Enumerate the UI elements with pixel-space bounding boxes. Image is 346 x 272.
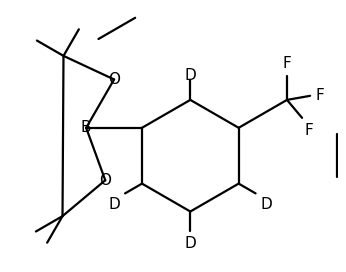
- Text: O: O: [108, 72, 120, 87]
- Text: D: D: [109, 197, 121, 212]
- Text: D: D: [184, 236, 196, 251]
- Text: F: F: [305, 123, 313, 138]
- Text: D: D: [260, 197, 272, 212]
- Text: F: F: [316, 88, 325, 103]
- Text: B: B: [81, 120, 91, 135]
- Text: F: F: [283, 56, 291, 72]
- Text: D: D: [184, 68, 196, 84]
- Text: O: O: [99, 173, 111, 188]
